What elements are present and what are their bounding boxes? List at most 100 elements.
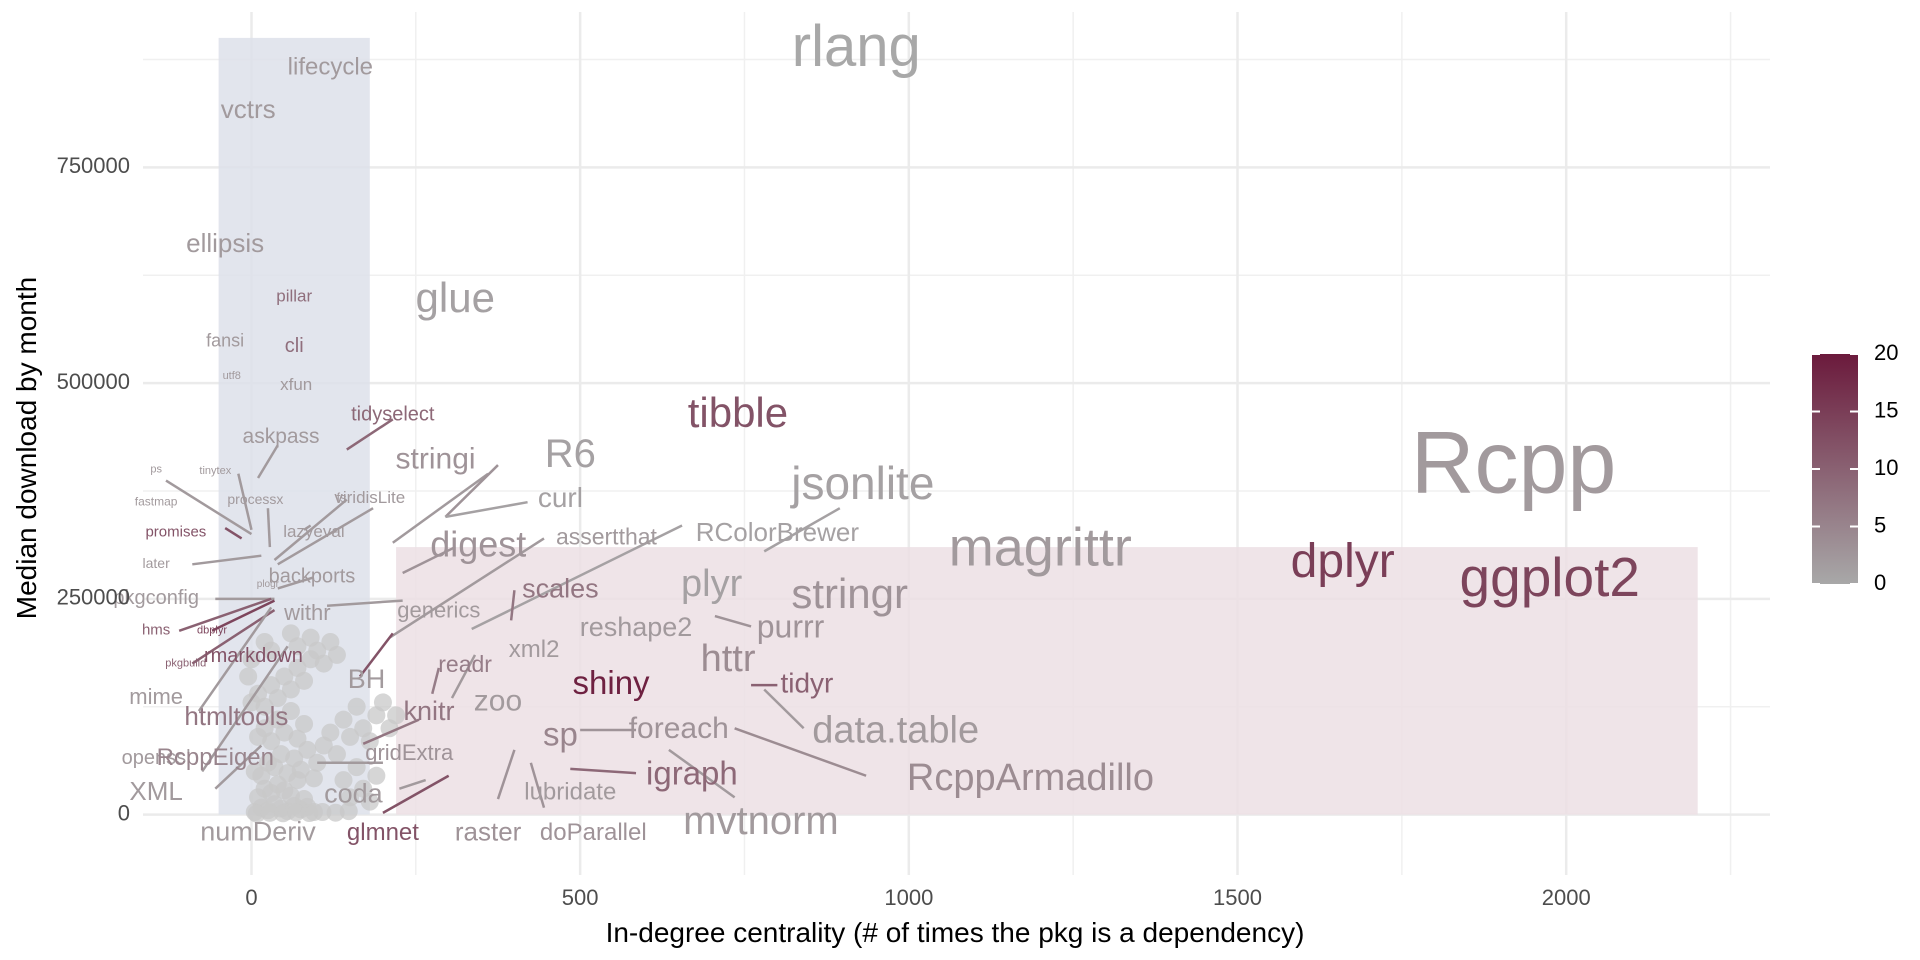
leader-lines bbox=[165, 418, 867, 814]
data-point bbox=[373, 693, 392, 712]
data-point bbox=[291, 760, 310, 779]
package-label-xfun: xfun bbox=[280, 375, 312, 394]
leader-line bbox=[191, 609, 276, 665]
leader-line bbox=[277, 576, 315, 590]
leader-line bbox=[303, 524, 312, 531]
package-label-vctrs: vctrs bbox=[221, 94, 276, 124]
leader-line bbox=[668, 748, 736, 799]
package-label-generics: generics bbox=[397, 598, 480, 623]
package-label-pkgconfig: pkgconfig bbox=[113, 587, 199, 609]
x-axis-ticks: 0 500 1000 1500 2000 bbox=[245, 885, 1590, 910]
package-label-doparallel: doParallel bbox=[540, 819, 647, 846]
package-label-tidyr: tidyr bbox=[780, 668, 833, 699]
package-label-purrr: purrr bbox=[757, 608, 825, 644]
leader-line bbox=[496, 749, 516, 800]
data-point bbox=[260, 803, 279, 822]
data-point bbox=[304, 769, 323, 788]
leader-line bbox=[444, 464, 499, 518]
package-label-mime: mime bbox=[129, 684, 183, 709]
x-tick-label: 1500 bbox=[1213, 885, 1262, 910]
package-label-bh: BH bbox=[348, 664, 386, 694]
highlight-region bbox=[396, 547, 1698, 815]
data-point bbox=[242, 650, 261, 669]
legend-tick-label: 15 bbox=[1874, 397, 1898, 422]
data-point bbox=[295, 790, 314, 809]
package-label-rmarkdown: rmarkdown bbox=[204, 645, 303, 667]
data-point bbox=[321, 723, 340, 742]
package-label-viridislite: viridisLite bbox=[334, 488, 405, 507]
package-label-ps: ps bbox=[150, 463, 162, 475]
leader-line bbox=[178, 597, 272, 632]
y-tick-label: 0 bbox=[118, 800, 130, 825]
leader-line bbox=[431, 667, 441, 695]
y-tick-label: 250000 bbox=[57, 585, 130, 610]
leader-line bbox=[197, 606, 273, 712]
package-label-r6: R6 bbox=[545, 432, 596, 476]
leader-line bbox=[763, 507, 841, 553]
package-label-plyr: plyr bbox=[681, 563, 743, 605]
package-label-utf8: utf8 bbox=[223, 370, 241, 382]
package-label-openssl: openssl bbox=[122, 747, 191, 769]
package-label-cli: cli bbox=[285, 335, 304, 357]
package-label-stringr: stringr bbox=[791, 570, 908, 617]
data-point bbox=[255, 697, 274, 716]
package-label-processx: processx bbox=[227, 491, 283, 507]
x-tick-label: 2000 bbox=[1542, 885, 1591, 910]
package-label-tinytex: tinytex bbox=[199, 465, 231, 477]
data-point bbox=[274, 804, 293, 823]
leader-line bbox=[192, 554, 262, 566]
leader-line bbox=[734, 727, 867, 777]
data-point bbox=[341, 788, 360, 807]
legend-ticks: 0 5 10 15 20 bbox=[1812, 340, 1898, 595]
y-tick-label: 500000 bbox=[57, 369, 130, 394]
y-axis-ticks: 0 250000 500000 750000 bbox=[57, 153, 130, 825]
y-axis-title: Median download by month bbox=[11, 277, 42, 619]
package-label-tibble: tibble bbox=[688, 389, 788, 436]
legend-tick-label: 20 bbox=[1874, 340, 1898, 365]
package-label-rcolorbrewer: RColorBrewer bbox=[696, 517, 860, 547]
package-label-lazyeval: lazyeval bbox=[283, 522, 344, 541]
leader-line bbox=[256, 444, 279, 479]
leader-line bbox=[763, 688, 805, 730]
data-point bbox=[347, 697, 366, 716]
package-label-rlang: rlang bbox=[792, 14, 921, 79]
data-point bbox=[301, 628, 320, 647]
data-point bbox=[262, 641, 281, 660]
data-point bbox=[347, 758, 366, 777]
package-label-digest: digest bbox=[430, 524, 526, 565]
data-point bbox=[287, 803, 306, 822]
leader-line bbox=[266, 508, 272, 548]
package-label-coda: coda bbox=[324, 779, 384, 809]
package-label-later: later bbox=[143, 555, 171, 571]
data-point bbox=[341, 727, 360, 746]
package-label-scales: scales bbox=[522, 573, 599, 603]
package-label-assertthat: assertthat bbox=[556, 524, 658, 550]
data-point bbox=[295, 671, 314, 690]
leader-line bbox=[392, 472, 489, 544]
package-label-htmltools: htmltools bbox=[184, 701, 288, 731]
leader-line bbox=[714, 614, 752, 628]
data-point bbox=[281, 680, 300, 699]
package-label-sp: sp bbox=[543, 716, 578, 753]
y-tick-label: 750000 bbox=[57, 153, 130, 178]
package-label-magrittr: magrittr bbox=[949, 518, 1132, 578]
leader-line bbox=[362, 718, 420, 745]
package-label-ggplot2: ggplot2 bbox=[1460, 546, 1640, 608]
data-point bbox=[262, 732, 281, 751]
package-label-stringi: stringi bbox=[396, 443, 476, 476]
package-label-gridextra: gridExtra bbox=[365, 740, 454, 765]
package-label-zoo: zoo bbox=[474, 684, 522, 717]
package-label-mvtnorm: mvtnorm bbox=[683, 799, 839, 843]
color-legend: 0 5 10 15 20 bbox=[1812, 340, 1898, 595]
package-label-promises: promises bbox=[145, 523, 206, 540]
package-label-pkgbuild: pkgbuild bbox=[165, 657, 206, 669]
leader-line bbox=[326, 599, 403, 607]
data-point bbox=[387, 706, 406, 725]
data-point bbox=[300, 804, 319, 823]
package-label-raster: raster bbox=[455, 816, 522, 846]
package-label-reshape2: reshape2 bbox=[580, 612, 693, 642]
data-point bbox=[313, 803, 332, 822]
data-point bbox=[239, 667, 258, 686]
leader-line bbox=[382, 774, 450, 814]
legend-tick-label: 0 bbox=[1874, 570, 1886, 595]
